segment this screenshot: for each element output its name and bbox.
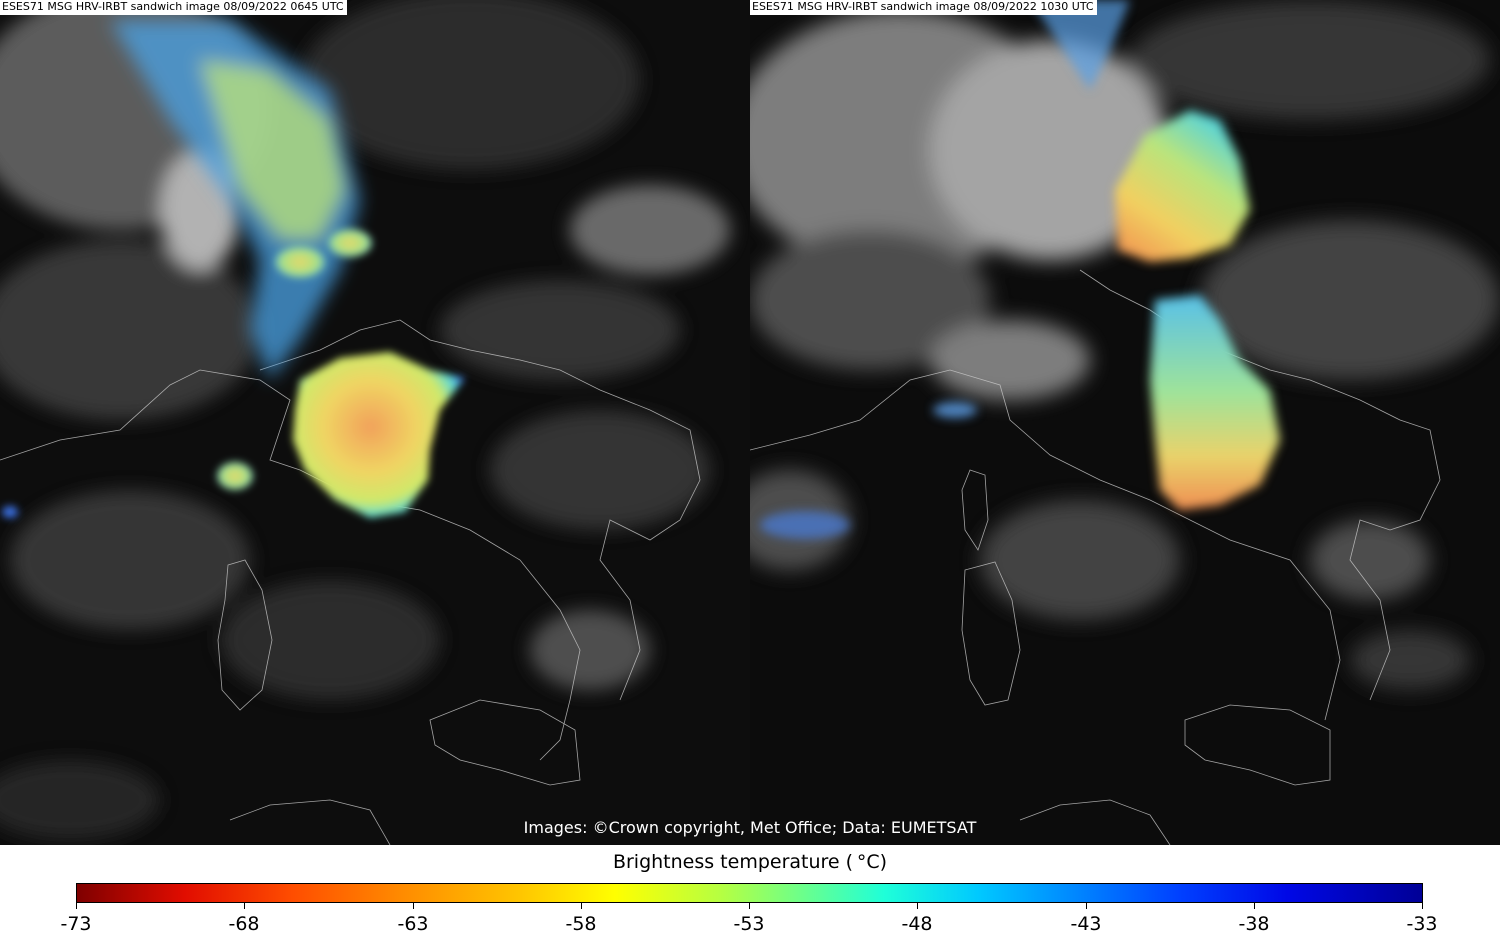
colorbar-tick bbox=[1086, 903, 1087, 909]
colorbar-tick bbox=[244, 903, 245, 909]
storm-anvil-north bbox=[1115, 110, 1250, 262]
colorbar-tick-label: -38 bbox=[1238, 913, 1270, 935]
storm-anvil-south bbox=[1150, 295, 1280, 510]
satellite-image-0645: ESES71 MSG HRV-IRBT sandwich image 08/09… bbox=[0, 0, 750, 845]
satellite-scene-0645 bbox=[0, 0, 750, 845]
colorbar-tick-label: -48 bbox=[901, 913, 933, 935]
colorbar-tick bbox=[1254, 903, 1255, 909]
colorbar-ticks: -73 -68 -63 -58 -53 -48 -43 -38 -33 bbox=[60, 903, 1438, 938]
colorbar-tick bbox=[76, 903, 77, 909]
panel-title-0645: ESES71 MSG HRV-IRBT sandwich image 08/09… bbox=[0, 0, 347, 15]
panel-title-1030: ESES71 MSG HRV-IRBT sandwich image 08/09… bbox=[750, 0, 1097, 15]
colorbar: Brightness temperature ( °C) -73 -68 -63 -5… bbox=[0, 845, 1500, 938]
convective-cells bbox=[2, 229, 372, 518]
colorbar-gradient bbox=[76, 883, 1423, 903]
satellite-image-1030: ESES71 MSG HRV-IRBT sandwich image 08/09… bbox=[750, 0, 1500, 845]
colorbar-tick-label: -53 bbox=[733, 913, 765, 935]
cold-cloud-band bbox=[110, 20, 360, 380]
colorbar-tick bbox=[413, 903, 414, 909]
coastline bbox=[0, 319, 701, 845]
satellite-scene-1030 bbox=[750, 0, 1500, 845]
colorbar-tick bbox=[917, 903, 918, 909]
colorbar-tick-label: -33 bbox=[1406, 913, 1438, 935]
cloud-texture bbox=[0, 0, 730, 840]
cloud-texture bbox=[750, 0, 1500, 690]
cold-cloud-band bbox=[760, 0, 1130, 539]
colorbar-label: Brightness temperature ( °C) bbox=[612, 851, 888, 873]
colorbar-tick-label: -73 bbox=[60, 913, 92, 935]
colorbar-tick bbox=[749, 903, 750, 909]
image-credit: Images: ©Crown copyright, Met Office; Da… bbox=[523, 818, 977, 837]
storm-anvil-0645 bbox=[293, 352, 465, 518]
colorbar-tick bbox=[581, 903, 582, 909]
colorbar-tick-label: -58 bbox=[565, 913, 597, 935]
colorbar-tick-label: -43 bbox=[1070, 913, 1102, 935]
colorbar-tick bbox=[1422, 903, 1423, 909]
colorbar-tick-label: -68 bbox=[228, 913, 260, 935]
colorbar-tick-label: -63 bbox=[397, 913, 429, 935]
